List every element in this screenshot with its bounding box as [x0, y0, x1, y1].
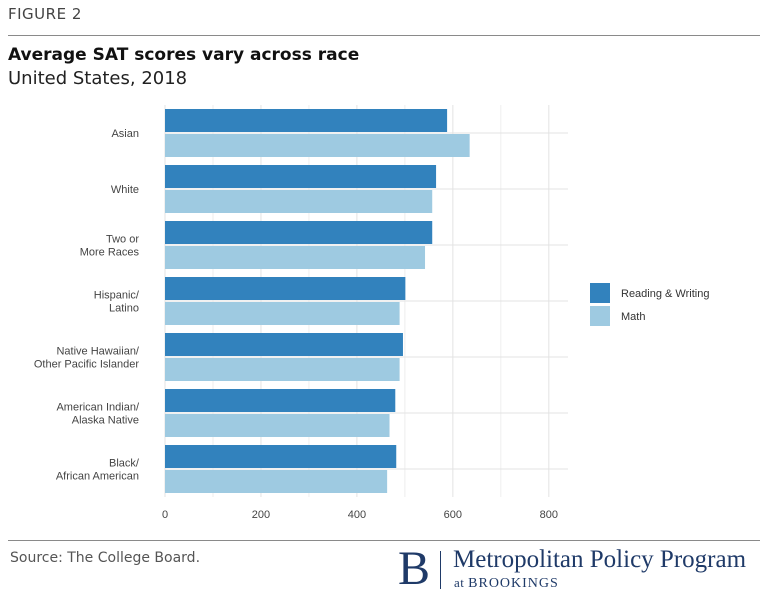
category-label-line: More Races: [80, 247, 140, 259]
category-label: Two or More Races: [80, 234, 140, 259]
legend-label: Math: [621, 311, 645, 323]
bottom-rule: [8, 540, 760, 541]
category-label: Asian: [111, 128, 139, 140]
legend-swatch: [590, 283, 610, 303]
category-label-line: Latino: [109, 303, 139, 315]
x-tick-label: 0: [162, 509, 168, 521]
bar-reading-writing: [165, 389, 396, 412]
category-label-line: White: [111, 184, 139, 196]
category-label-line: Alaska Native: [72, 415, 139, 427]
bar-reading-writing: [165, 109, 448, 132]
category-label-line: Two or: [106, 234, 139, 246]
bar-reading-writing: [165, 221, 433, 244]
chart-subtitle: United States, 2018: [8, 68, 188, 89]
bar-math: [165, 414, 390, 437]
x-tick-label: 200: [252, 509, 270, 521]
source-note: Source: The College Board.: [10, 550, 201, 566]
category-label: White: [111, 184, 139, 196]
bar-reading-writing: [165, 333, 403, 356]
category-label-line: Other Pacific Islander: [34, 359, 139, 371]
category-label-line: Black/: [109, 458, 140, 470]
category-label-line: Asian: [111, 128, 139, 140]
bar-chart: Asian White Two or More Races Hispanic/Latin…: [34, 105, 709, 521]
bar-math: [165, 134, 470, 157]
bar-math: [165, 246, 426, 269]
brookings-logo: B Metropolitan Policy Program at BROOKIN…: [398, 543, 763, 595]
bar-reading-writing: [165, 445, 397, 468]
bar-math: [165, 470, 388, 493]
bar-reading-writing: [165, 277, 406, 300]
logo-mark: B: [398, 542, 431, 595]
logo-program-name: Metropolitan Policy Program: [453, 546, 747, 573]
category-label-line: American Indian/: [56, 402, 139, 414]
x-tick-label: 800: [540, 509, 558, 521]
category-label-line: Native Hawaiian/: [56, 346, 139, 358]
category-label-line: Hispanic/: [94, 290, 140, 302]
figure-label: FIGURE 2: [8, 5, 82, 23]
bar-math: [165, 190, 433, 213]
category-label: Black/African American: [56, 458, 140, 483]
bar-reading-writing: [165, 165, 437, 188]
logo-sub-prefix: at: [454, 575, 465, 590]
chart-title: Average SAT scores vary across race: [8, 45, 360, 65]
bar-math: [165, 302, 400, 325]
category-label: American Indian/Alaska Native: [56, 402, 139, 427]
legend-label: Reading & Writing: [621, 288, 709, 300]
x-tick-label: 600: [444, 509, 462, 521]
category-label: Hispanic/Latino: [94, 290, 140, 315]
top-rule: [8, 35, 760, 36]
category-label: Native Hawaiian/Other Pacific Islander: [34, 346, 140, 371]
logo-subtitle: at BROOKINGS: [454, 575, 559, 592]
logo-sub-org: BROOKINGS: [468, 576, 559, 591]
x-tick-label: 400: [348, 509, 366, 521]
category-label-line: African American: [56, 471, 139, 483]
logo-divider: [440, 551, 441, 589]
bar-math: [165, 358, 400, 381]
legend-swatch: [590, 306, 610, 326]
